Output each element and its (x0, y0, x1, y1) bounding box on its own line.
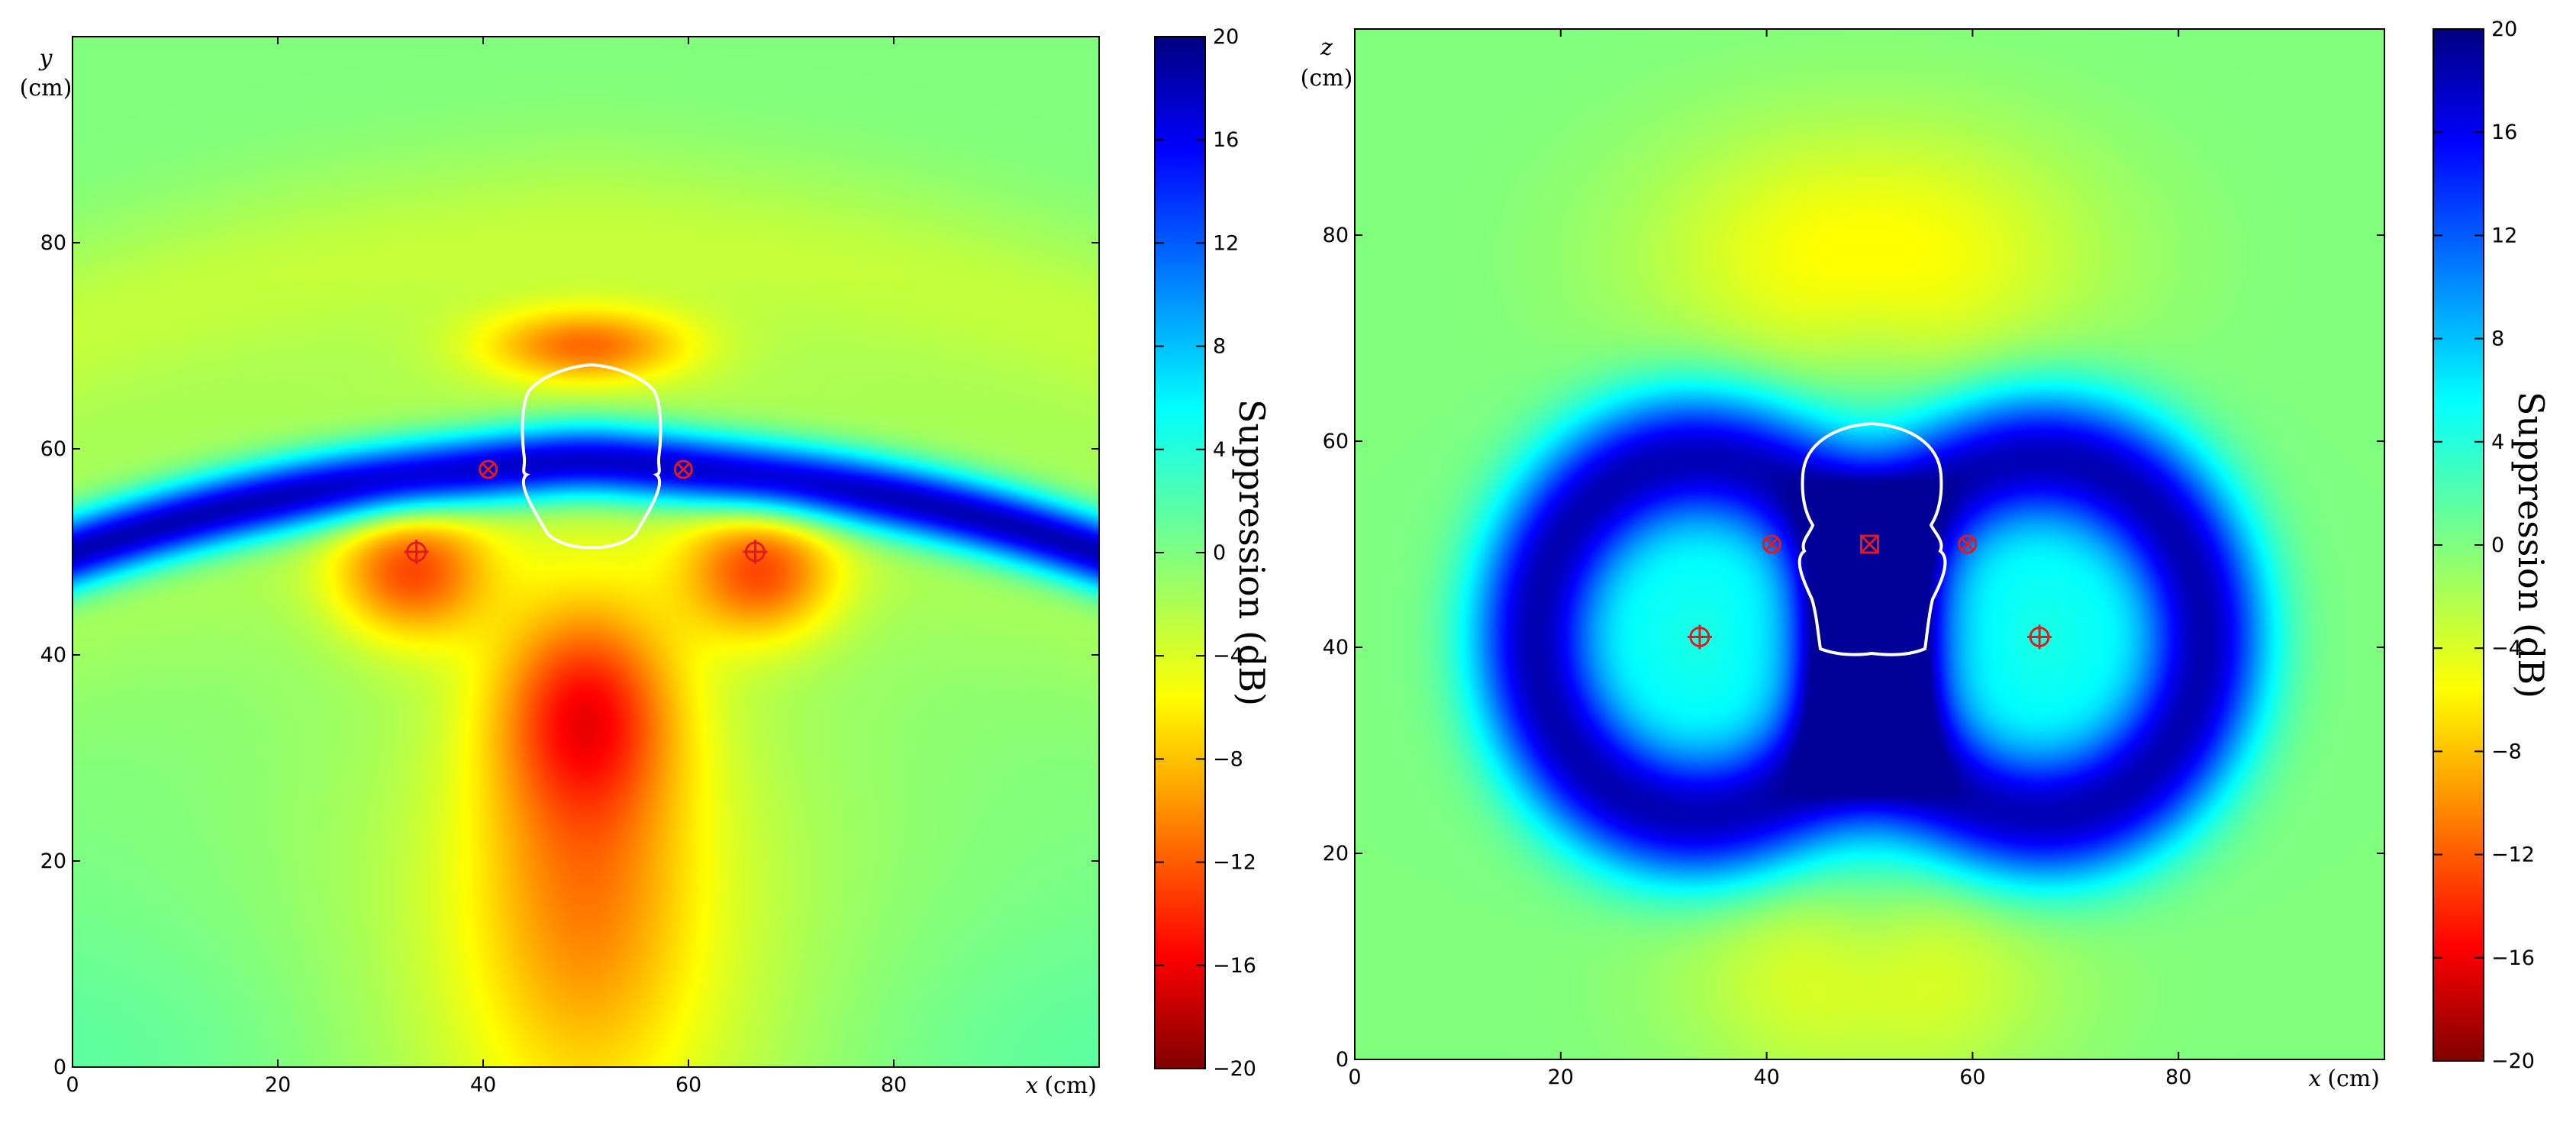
source-marker (404, 540, 429, 564)
source-marker (2027, 624, 2052, 650)
x-tick-label: 60 (1959, 1066, 1985, 1089)
colorbar-tick-label: 20 (1213, 25, 1239, 49)
x-tick-label: 80 (881, 1073, 907, 1097)
source-marker (1687, 624, 1712, 650)
colorbar-tick-label: 12 (2491, 224, 2517, 247)
colorbar-tick-label: 16 (2491, 121, 2517, 144)
colorbar-tick-label: 20 (2491, 18, 2517, 41)
right-axes-frame (1354, 28, 2385, 1060)
colorbar-tick-label: −16 (1213, 954, 1256, 978)
y-tick-label: 80 (1323, 224, 1349, 247)
colorbar-tick-label: −20 (1213, 1057, 1256, 1081)
x-tick-label: 20 (1548, 1066, 1574, 1089)
left-head-outline (521, 363, 663, 550)
left-colorbar-ticks: 20 16 12 8 4 0 −4 −8 −12 −16 −20 (1155, 25, 1256, 1081)
source-marker (743, 540, 768, 564)
right-colorbar-ticks: 20 16 12 8 4 0 −4 −8 −12 −16 −20 (2433, 18, 2535, 1073)
colorbar-tick-label: −4 (1213, 644, 1243, 668)
left-heatmap (73, 37, 1099, 1067)
right-head-outline (1797, 421, 1947, 656)
colorbar-tick-label: 4 (2491, 430, 2504, 454)
left-colorbar-label: Suppression (dB) (1231, 399, 1272, 706)
left-ticks: 0 20 40 60 80 0 20 40 60 80 (40, 37, 1099, 1097)
colorbar-tick-label: −20 (2491, 1049, 2535, 1073)
colorbar-tick-label: 16 (1213, 128, 1239, 152)
reference-marker (1860, 534, 1879, 554)
left-xlabel: x (cm) (1025, 1072, 1097, 1099)
right-markers (1687, 534, 2052, 650)
microphone-marker (479, 459, 498, 479)
colorbar-tick-label: 0 (1213, 541, 1226, 565)
x-tick-label: 0 (1348, 1066, 1361, 1089)
y-tick-label: 0 (53, 1056, 66, 1079)
colorbar-tick-label: −8 (1213, 747, 1243, 771)
right-ylabel-var: z (1320, 34, 1333, 61)
y-tick-label: 60 (1323, 430, 1349, 453)
y-tick-label: 20 (40, 850, 66, 873)
colorbar-tick-label: 4 (1213, 438, 1226, 462)
x-tick-label: 40 (1753, 1066, 1779, 1089)
x-tick-label: 0 (66, 1073, 79, 1097)
colorbar-tick-label: −4 (2491, 637, 2522, 660)
x-tick-label: 40 (470, 1073, 496, 1097)
y-tick-label: 80 (40, 231, 66, 255)
microphone-marker (1958, 534, 1978, 554)
y-tick-label: 60 (40, 437, 66, 461)
left-ylabel-unit: (cm) (20, 75, 73, 102)
x-tick-label: 60 (675, 1073, 701, 1097)
colorbar-tick-label: −12 (2491, 843, 2535, 867)
colorbar-tick-label: 8 (1213, 335, 1226, 359)
y-tick-label: 40 (1323, 636, 1349, 659)
x-tick-label: 80 (2165, 1066, 2191, 1089)
colorbar-tick-label: 8 (2491, 327, 2504, 351)
right-xlabel: x (cm) (2308, 1066, 2380, 1092)
left-ylabel-var: y (38, 45, 53, 72)
colorbar-tick-label: −12 (1213, 851, 1256, 875)
y-tick-label: 20 (1323, 842, 1349, 866)
colorbar-tick-label: −8 (2491, 740, 2522, 763)
left-markers (404, 459, 768, 564)
colorbar-tick-label: 12 (1213, 231, 1239, 255)
colorbar-tick-label: −16 (2491, 946, 2535, 970)
right-colorbar-label: Suppression (dB) (2510, 392, 2552, 698)
y-tick-label: 40 (40, 643, 66, 667)
colorbar-tick-label: 0 (2491, 534, 2504, 557)
left-axes-frame (72, 36, 1100, 1068)
y-tick-label: 0 (1336, 1048, 1349, 1072)
microphone-marker (1762, 534, 1781, 554)
right-ylabel-unit: (cm) (1301, 65, 1353, 92)
right-ticks: 0 20 40 60 80 0 20 40 60 80 (1323, 29, 2384, 1089)
microphone-marker (673, 459, 693, 479)
x-tick-label: 20 (265, 1073, 291, 1097)
